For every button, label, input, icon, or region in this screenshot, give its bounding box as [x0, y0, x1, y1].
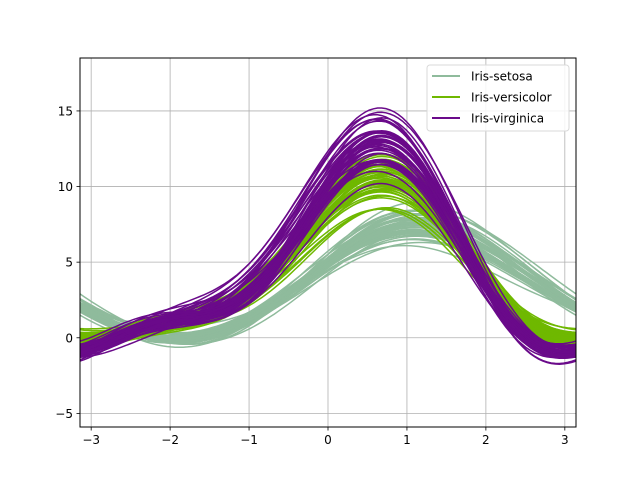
x-tick-label: 0 [324, 433, 332, 447]
x-tick-label: −2 [161, 433, 179, 447]
legend-label-virginica: Iris-virginica [471, 112, 544, 126]
x-tick-label: 1 [403, 433, 411, 447]
x-axis: −3 −2 −1 0 1 2 3 [82, 427, 569, 447]
series-iris-virginica [80, 107, 576, 365]
y-tick-label: −5 [55, 407, 73, 421]
y-tick-label: 10 [58, 180, 73, 194]
y-axis: −5 0 5 10 15 [55, 104, 80, 421]
x-tick-label: −3 [82, 433, 100, 447]
x-tick-label: 3 [561, 433, 569, 447]
plot-curves [80, 107, 576, 365]
y-tick-label: 5 [65, 256, 73, 270]
legend-label-versicolor: Iris-versicolor [471, 91, 552, 105]
legend: Iris-setosa Iris-versicolor Iris-virgini… [426, 64, 570, 132]
y-tick-label: 0 [65, 331, 73, 345]
legend-label-setosa: Iris-setosa [471, 70, 533, 84]
x-tick-label: 2 [482, 433, 490, 447]
y-tick-label: 15 [58, 104, 73, 118]
x-tick-label: −1 [240, 433, 258, 447]
